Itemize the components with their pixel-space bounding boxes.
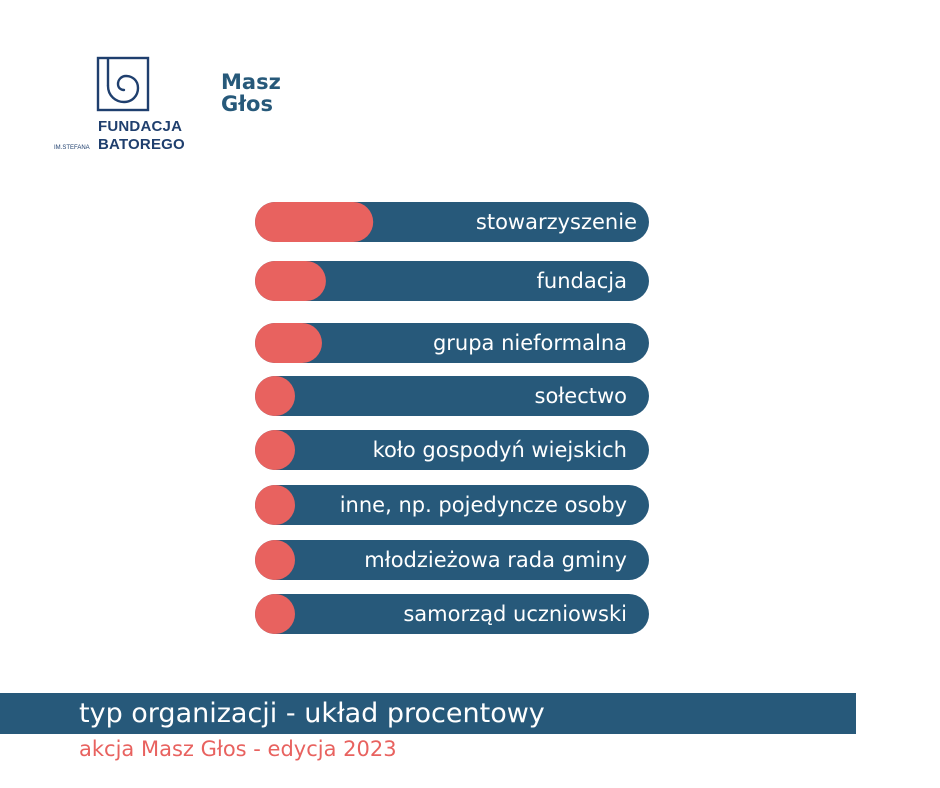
bar-group: koło gospodyń wiejskich <box>255 430 649 470</box>
bar-group: stowarzyszenie <box>255 202 649 242</box>
bar-fill <box>255 261 326 301</box>
bar-track <box>255 540 649 580</box>
bar-group: inne, np. pojedyncze osoby <box>255 485 649 525</box>
batory-spiral-icon <box>96 56 150 112</box>
batory-foundation-logo: FUNDACJA IM.STEFANA BATOREGO <box>54 56 194 156</box>
bar-label: grupa nieformalna <box>433 331 627 355</box>
masz-glos-line1: Masz <box>221 70 281 94</box>
bar-label: koło gospodyń wiejskich <box>373 438 627 462</box>
bar-track <box>255 323 649 363</box>
bar-fill <box>255 376 295 416</box>
bar-label: sołectwo <box>535 384 627 408</box>
bar-track <box>255 376 649 416</box>
batory-line2: BATOREGO <box>98 136 185 153</box>
bar-track <box>255 485 649 525</box>
bar-label: fundacja <box>537 269 627 293</box>
bar-group: samorząd uczniowski <box>255 594 649 634</box>
bar-track <box>255 261 649 301</box>
bar-fill <box>255 323 322 363</box>
bar-fill <box>255 594 295 634</box>
bar-track <box>255 594 649 634</box>
masz-glos-line2: Głos <box>221 92 273 116</box>
footer-band <box>0 693 856 734</box>
bar-label: młodzieżowa rada gminy <box>364 548 627 572</box>
bar-group: fundacja <box>255 261 649 301</box>
bar-track <box>255 430 649 470</box>
bar-label: inne, np. pojedyncze osoby <box>340 493 627 517</box>
bar-group: sołectwo <box>255 376 649 416</box>
bar-fill <box>255 430 295 470</box>
batory-line1: FUNDACJA <box>98 118 183 135</box>
bar-fill <box>255 485 295 525</box>
bar-fill <box>255 202 374 242</box>
bar-group: grupa nieformalna <box>255 323 649 363</box>
batory-small-text: IM.STEFANA <box>54 145 90 151</box>
masz-glos-logo: Masz Głos <box>221 72 301 128</box>
bar-group: młodzieżowa rada gminy <box>255 540 649 580</box>
chart-subtitle: akcja Masz Głos - edycja 2023 <box>79 737 397 761</box>
chart-title: typ organizacji - układ procentowy <box>79 698 545 729</box>
bar-label: stowarzyszenie <box>476 210 637 234</box>
bar-fill <box>255 540 295 580</box>
bar-label: samorząd uczniowski <box>403 602 627 626</box>
